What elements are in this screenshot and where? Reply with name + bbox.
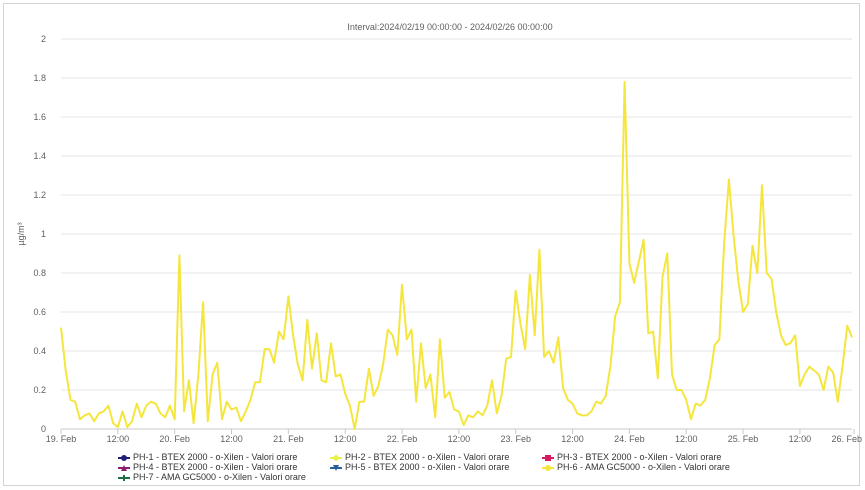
x-tick-label: 12:00: [220, 434, 243, 444]
y-axis-label: µg/m³: [16, 222, 26, 245]
legend-item[interactable]: PH-6 - AMA GC5000 - o-Xilen - Valori ora…: [542, 462, 754, 472]
legend-item[interactable]: PH-5 - BTEX 2000 - o-Xilen - Valori orar…: [330, 462, 542, 472]
x-axis-ticks: 19. Feb 12:00 20. Feb 12:00 21. Feb 12:00 22. …: [46, 429, 862, 444]
legend-label: PH-7 - AMA GC5000 - o-Xilen - Valori ora…: [133, 472, 306, 482]
grid-lines: [61, 38, 852, 391]
x-tick-label: 24. Feb: [614, 434, 645, 444]
legend-marker-icon: [542, 454, 554, 462]
y-tick-label: 1.2: [33, 190, 46, 200]
x-tick-label: 12:00: [334, 434, 357, 444]
y-tick-label: 0.2: [33, 385, 46, 395]
legend-item[interactable]: PH-3 - BTEX 2000 - o-Xilen - Valori orar…: [542, 452, 754, 462]
x-tick-label: 22. Feb: [387, 434, 418, 444]
legend-marker-icon: [118, 474, 130, 482]
y-tick-label: 0: [41, 424, 46, 434]
legend-item[interactable]: PH-1 - BTEX 2000 - o-Xilen - Valori orar…: [118, 452, 330, 462]
series-line-6: [60, 80, 853, 430]
x-tick-label: 23. Feb: [500, 434, 531, 444]
chart-title: Interval:2024/02/19 00:00:00 - 2024/02/2…: [347, 22, 552, 32]
legend-marker-icon: [118, 464, 130, 472]
series-group: [60, 80, 853, 430]
x-tick-label: 25. Feb: [728, 434, 759, 444]
x-tick-label: 26. Feb: [831, 434, 862, 444]
y-tick-label: 1.8: [33, 73, 46, 83]
y-tick-label: 2: [41, 34, 46, 44]
y-tick-label: 0.4: [33, 346, 46, 356]
y-tick-label: 1.4: [33, 151, 46, 161]
legend-label: PH-2 - BTEX 2000 - o-Xilen - Valori orar…: [345, 452, 510, 462]
legend-label: PH-6 - AMA GC5000 - o-Xilen - Valori ora…: [557, 462, 730, 472]
x-tick-label: 12:00: [448, 434, 471, 444]
legend-item[interactable]: PH-2 - BTEX 2000 - o-Xilen - Valori orar…: [330, 452, 542, 462]
legend-item[interactable]: PH-4 - BTEX 2000 - o-Xilen - Valori orar…: [118, 462, 330, 472]
x-tick-label: 12:00: [789, 434, 812, 444]
x-tick-label: 12:00: [675, 434, 698, 444]
legend-marker-icon: [118, 454, 130, 462]
legend: PH-1 - BTEX 2000 - o-Xilen - Valori orar…: [118, 452, 778, 482]
y-tick-label: 0.6: [33, 307, 46, 317]
legend-marker-icon: [330, 464, 342, 472]
x-tick-label: 12:00: [107, 434, 130, 444]
legend-marker-icon: [330, 454, 342, 462]
legend-marker-icon: [542, 464, 554, 472]
legend-label: PH-4 - BTEX 2000 - o-Xilen - Valori orar…: [133, 462, 298, 472]
x-tick-label: 12:00: [561, 434, 584, 444]
legend-label: PH-1 - BTEX 2000 - o-Xilen - Valori orar…: [133, 452, 298, 462]
y-axis-ticks: 0 0.2 0.4 0.6 0.8 1 1.2 1.4 1.6 1.8 2: [33, 34, 46, 434]
legend-label: PH-5 - BTEX 2000 - o-Xilen - Valori orar…: [345, 462, 510, 472]
y-tick-label: 1.6: [33, 112, 46, 122]
x-tick-label: 19. Feb: [46, 434, 77, 444]
y-tick-label: 1: [41, 229, 46, 239]
x-tick-label: 20. Feb: [159, 434, 190, 444]
y-tick-label: 0.8: [33, 268, 46, 278]
x-tick-label: 21. Feb: [273, 434, 304, 444]
legend-item[interactable]: PH-7 - AMA GC5000 - o-Xilen - Valori ora…: [118, 472, 330, 482]
legend-label: PH-3 - BTEX 2000 - o-Xilen - Valori orar…: [557, 452, 722, 462]
